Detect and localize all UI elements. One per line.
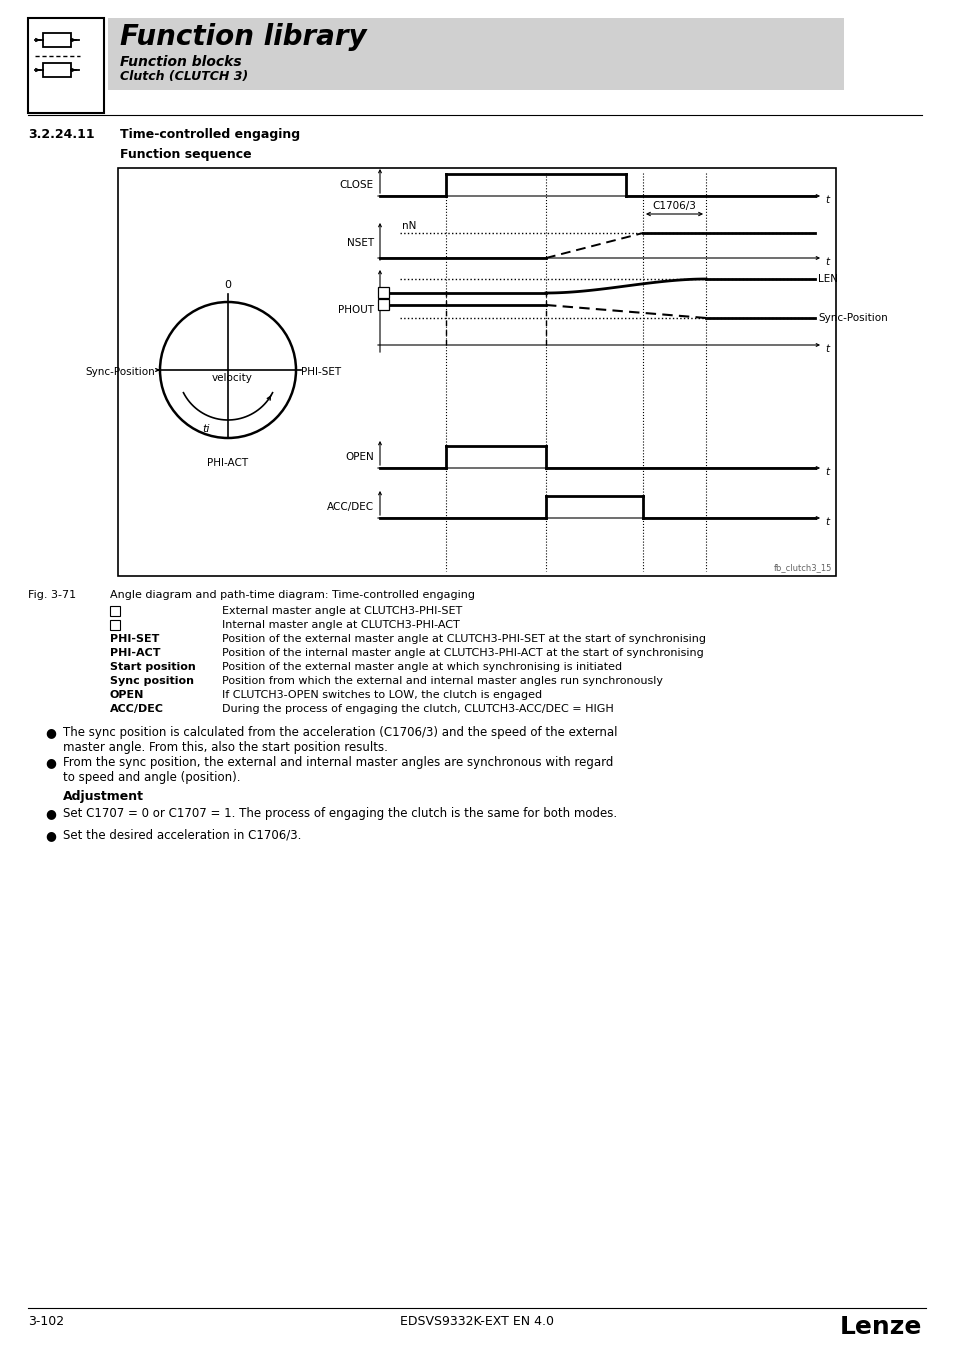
Text: Lenze: Lenze xyxy=(839,1315,921,1339)
Text: ACC/DEC: ACC/DEC xyxy=(327,502,374,512)
Bar xyxy=(377,298,389,311)
Text: 3.2.24.11: 3.2.24.11 xyxy=(28,128,94,140)
Text: velocity: velocity xyxy=(212,373,253,383)
Text: Sync position: Sync position xyxy=(110,676,193,686)
Text: CLOSE: CLOSE xyxy=(339,180,374,190)
Text: Position of the external master angle at CLUTCH3-PHI-SET at the start of synchro: Position of the external master angle at… xyxy=(222,634,705,644)
Text: Angle diagram and path-time diagram: Time-controlled engaging: Angle diagram and path-time diagram: Tim… xyxy=(110,590,475,599)
Bar xyxy=(118,167,835,576)
Text: ●: ● xyxy=(45,726,56,738)
Text: Function blocks: Function blocks xyxy=(120,55,241,69)
Text: Position of the external master angle at which synchronising is initiated: Position of the external master angle at… xyxy=(222,662,621,672)
Text: Adjustment: Adjustment xyxy=(63,790,144,803)
Text: nN: nN xyxy=(401,221,416,231)
Text: ACC/DEC: ACC/DEC xyxy=(110,703,164,714)
Text: PHI-SET: PHI-SET xyxy=(301,367,341,377)
Text: Sync-Position: Sync-Position xyxy=(85,367,154,377)
Text: PHI-SET: PHI-SET xyxy=(110,634,159,644)
Bar xyxy=(43,32,71,47)
Text: Set the desired acceleration in C1706/3.: Set the desired acceleration in C1706/3. xyxy=(63,829,301,842)
Bar xyxy=(110,620,120,630)
Text: PHOUT: PHOUT xyxy=(337,305,374,315)
Text: External master angle at CLUTCH3-PHI-SET: External master angle at CLUTCH3-PHI-SET xyxy=(222,606,462,616)
Text: During the process of engaging the clutch, CLUTCH3-ACC/DEC = HIGH: During the process of engaging the clutc… xyxy=(222,703,613,714)
Text: Sync-Position: Sync-Position xyxy=(817,313,887,323)
Bar xyxy=(43,63,71,77)
Text: Time-controlled engaging: Time-controlled engaging xyxy=(120,128,300,140)
Text: t: t xyxy=(824,194,828,205)
Bar xyxy=(108,18,843,90)
Bar xyxy=(28,18,104,113)
Text: LEN: LEN xyxy=(817,274,837,284)
Text: Set C1707 = 0 or C1707 = 1. The process of engaging the clutch is the same for b: Set C1707 = 0 or C1707 = 1. The process … xyxy=(63,807,617,819)
Text: A: A xyxy=(112,608,118,617)
Text: Clutch (CLUTCH 3): Clutch (CLUTCH 3) xyxy=(120,70,248,82)
Text: Position of the internal master angle at CLUTCH3-PHI-ACT at the start of synchro: Position of the internal master angle at… xyxy=(222,648,703,657)
Text: fb_clutch3_15: fb_clutch3_15 xyxy=(773,563,831,572)
Text: PHI-ACT: PHI-ACT xyxy=(110,648,160,657)
Text: t: t xyxy=(824,256,828,267)
Text: t: t xyxy=(824,344,828,354)
Text: Fig. 3-71: Fig. 3-71 xyxy=(28,590,76,599)
Text: ●: ● xyxy=(45,829,56,842)
Text: OPEN: OPEN xyxy=(345,452,374,462)
Text: C1706/3: C1706/3 xyxy=(652,201,695,211)
Text: ●: ● xyxy=(45,807,56,819)
Text: NSET: NSET xyxy=(347,238,374,248)
Text: Start position: Start position xyxy=(110,662,195,672)
Text: Function sequence: Function sequence xyxy=(120,148,252,161)
Text: t: t xyxy=(824,517,828,526)
Text: From the sync position, the external and internal master angles are synchronous : From the sync position, the external and… xyxy=(63,756,613,784)
Text: PHI-ACT: PHI-ACT xyxy=(207,458,249,468)
Text: B: B xyxy=(112,621,118,630)
Text: Internal master angle at CLUTCH3-PHI-ACT: Internal master angle at CLUTCH3-PHI-ACT xyxy=(222,620,459,630)
Bar xyxy=(110,606,120,616)
Text: 0: 0 xyxy=(224,279,232,290)
Text: ti: ti xyxy=(202,424,210,433)
Text: If CLUTCH3-OPEN switches to LOW, the clutch is engaged: If CLUTCH3-OPEN switches to LOW, the clu… xyxy=(222,690,541,701)
Text: B: B xyxy=(379,300,386,310)
Bar xyxy=(377,288,389,298)
Text: A: A xyxy=(379,288,386,298)
Text: 3-102: 3-102 xyxy=(28,1315,64,1328)
Text: OPEN: OPEN xyxy=(110,690,144,701)
Text: t: t xyxy=(824,467,828,477)
Text: ●: ● xyxy=(45,756,56,770)
Text: Function library: Function library xyxy=(120,23,366,51)
Text: EDSVS9332K-EXT EN 4.0: EDSVS9332K-EXT EN 4.0 xyxy=(399,1315,554,1328)
Text: Position from which the external and internal master angles run synchronously: Position from which the external and int… xyxy=(222,676,662,686)
Text: The sync position is calculated from the acceleration (C1706/3) and the speed of: The sync position is calculated from the… xyxy=(63,726,617,755)
